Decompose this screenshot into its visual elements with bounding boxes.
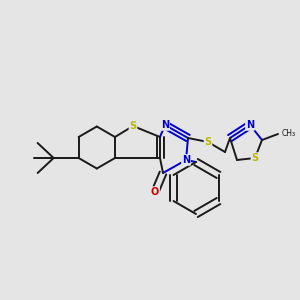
- Text: S: S: [251, 153, 259, 163]
- Text: N: N: [246, 120, 254, 130]
- Text: S: S: [129, 121, 137, 131]
- Text: S: S: [204, 137, 211, 147]
- Text: CH₃: CH₃: [282, 130, 296, 139]
- Text: N: N: [161, 120, 169, 130]
- Text: O: O: [151, 187, 159, 197]
- Text: N: N: [182, 155, 190, 165]
